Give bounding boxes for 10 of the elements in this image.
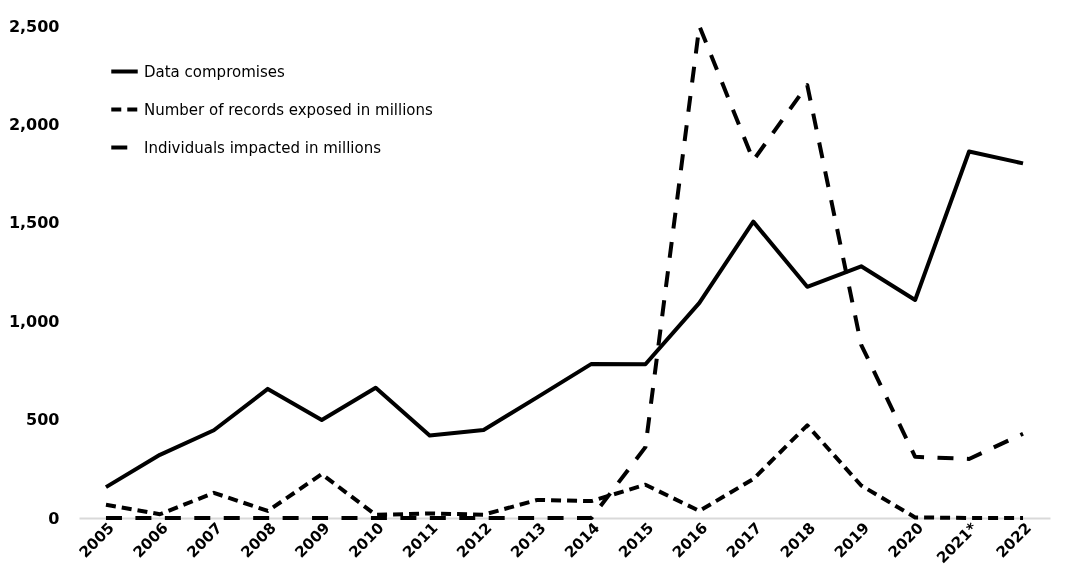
- y-tick-label: 2,000: [8, 114, 60, 134]
- y-tick-label: 1,000: [8, 311, 60, 331]
- legend-label: Data compromises: [144, 62, 285, 81]
- y-tick-label: 1,500: [8, 213, 60, 233]
- y-tick-label: 500: [26, 410, 60, 430]
- y-tick-label: 2,500: [8, 16, 60, 36]
- legend-label: Individuals impacted in millions: [144, 138, 382, 157]
- legend-label: Number of records exposed in millions: [144, 100, 434, 119]
- y-tick-label: 0: [48, 508, 60, 528]
- line-series: [103, 24, 1026, 520]
